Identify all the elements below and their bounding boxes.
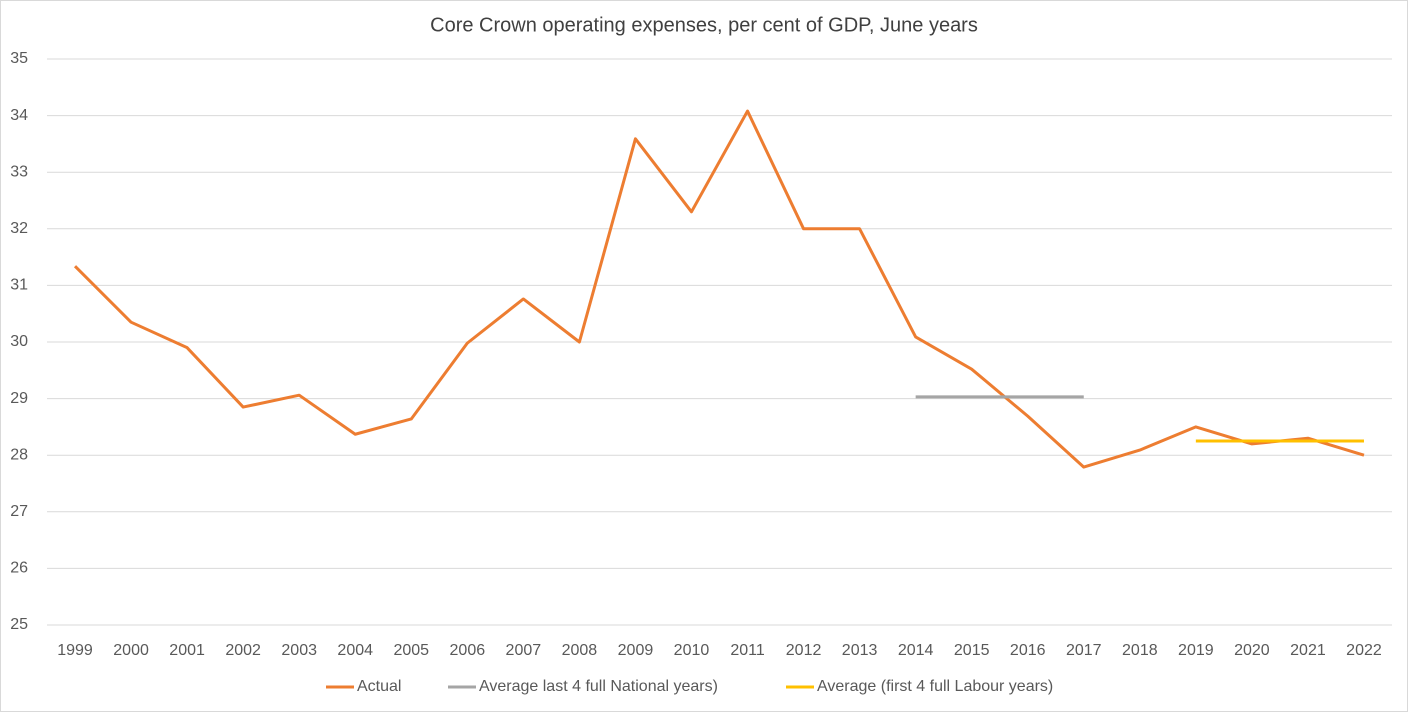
- chart-title: Core Crown operating expenses, per cent …: [430, 14, 978, 36]
- x-tick-label: 2011: [730, 642, 765, 659]
- x-tick-label: 1999: [57, 642, 93, 659]
- x-tick-label: 2010: [674, 642, 710, 659]
- x-tick-label: 2005: [393, 642, 429, 659]
- y-tick-label: 31: [10, 277, 28, 294]
- legend-label: Average (first 4 full Labour years): [817, 678, 1053, 695]
- x-tick-label: 2015: [954, 642, 990, 659]
- x-tick-label: 2009: [618, 642, 654, 659]
- x-tick-label: 2022: [1346, 642, 1382, 659]
- x-tick-label: 2000: [113, 642, 149, 659]
- x-tick-label: 2019: [1178, 642, 1214, 659]
- legend-label: Actual: [357, 678, 401, 695]
- x-tick-label: 2006: [450, 642, 486, 659]
- y-tick-label: 32: [10, 220, 28, 237]
- x-tick-label: 2016: [1010, 642, 1046, 659]
- x-tick-label: 2003: [281, 642, 317, 659]
- series-line: [73, 109, 1365, 469]
- y-tick-label: 30: [10, 333, 28, 350]
- y-tick-label: 28: [10, 446, 28, 463]
- y-tick-label: 27: [10, 503, 28, 520]
- x-tick-label: 2017: [1066, 642, 1102, 659]
- y-tick-label: 29: [10, 390, 28, 407]
- y-tick-label: 34: [10, 107, 28, 124]
- x-tick-label: 2012: [786, 642, 822, 659]
- x-tick-label: 2007: [506, 642, 542, 659]
- x-tick-label: 2014: [898, 642, 934, 659]
- x-tick-label: 2013: [842, 642, 878, 659]
- y-tick-label: 33: [10, 163, 28, 180]
- x-tick-label: 2021: [1290, 642, 1326, 659]
- y-tick-label: 26: [10, 560, 28, 577]
- x-tick-label: 2001: [169, 642, 205, 659]
- x-tick-label: 2008: [562, 642, 598, 659]
- legend-label: Average last 4 full National years): [479, 678, 718, 695]
- x-tick-label: 2004: [337, 642, 373, 659]
- x-tick-label: 2002: [225, 642, 261, 659]
- x-tick-label: 2020: [1234, 642, 1270, 659]
- x-tick-label: 2018: [1122, 642, 1158, 659]
- y-tick-label: 25: [10, 616, 28, 633]
- y-tick-label: 35: [10, 50, 28, 67]
